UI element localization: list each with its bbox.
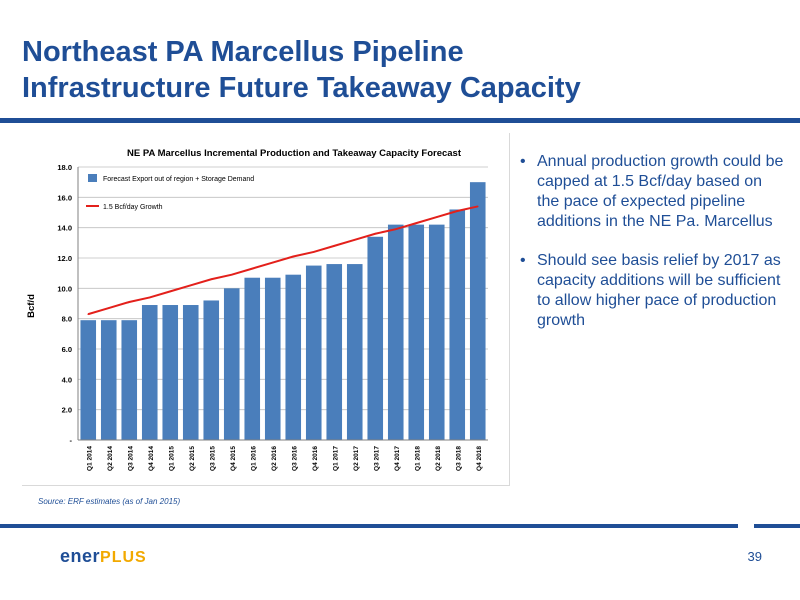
x-tick-label: Q2 2014 bbox=[107, 446, 114, 471]
bar bbox=[264, 277, 281, 440]
y-tick-label: 8.0 bbox=[62, 315, 72, 324]
chart-container: - 2.0 4.0 6.0 8.0 10.0 12.0 14.0 16.0 18.0 Q1 2014… bbox=[22, 133, 510, 486]
bar bbox=[141, 305, 158, 440]
y-tick-label: 18.0 bbox=[57, 163, 72, 172]
slide-title: Northeast PA Marcellus Pipeline Infrastr… bbox=[22, 34, 782, 106]
growth-series-line bbox=[87, 205, 478, 316]
growth-point bbox=[476, 205, 479, 208]
chart-title: NE PA Marcellus Incremental Production a… bbox=[127, 148, 462, 159]
x-tick-label: Q1 2014 bbox=[86, 446, 93, 471]
enerplus-logo: enerPLUS bbox=[60, 546, 147, 567]
x-tick-label: Q2 2018 bbox=[435, 446, 442, 471]
x-tick-label: Q3 2018 bbox=[455, 446, 462, 471]
bar bbox=[408, 224, 425, 440]
bar bbox=[305, 265, 322, 440]
page-number: 39 bbox=[747, 549, 762, 564]
bar bbox=[285, 274, 302, 440]
y-tick-label: 12.0 bbox=[57, 254, 72, 263]
growth-point bbox=[271, 261, 274, 264]
bar bbox=[469, 182, 486, 440]
y-tick-label: 14.0 bbox=[57, 224, 72, 233]
production-takeaway-chart: - 2.0 4.0 6.0 8.0 10.0 12.0 14.0 16.0 18.0 Q1 2014… bbox=[26, 148, 488, 471]
x-tick-label: Q4 2016 bbox=[312, 446, 319, 471]
bar bbox=[223, 288, 240, 440]
growth-point bbox=[312, 251, 315, 253]
footer-divider bbox=[0, 524, 738, 528]
x-tick-label: Q4 2014 bbox=[148, 446, 155, 471]
slide-title-line-2: Infrastructure Future Takeaway Capacity bbox=[22, 72, 581, 104]
growth-point bbox=[210, 278, 213, 281]
bar bbox=[346, 264, 363, 440]
bar bbox=[387, 224, 404, 440]
x-tick-label: Q4 2017 bbox=[394, 446, 401, 471]
y-axis-label: Bcf/d bbox=[26, 294, 37, 318]
y-tick-label: 10.0 bbox=[57, 284, 72, 293]
bar bbox=[326, 264, 343, 440]
bullet-list: Annual production growth could be capped… bbox=[520, 152, 788, 350]
bar bbox=[244, 277, 261, 440]
bar bbox=[121, 320, 138, 440]
x-tick-label: Q2 2015 bbox=[189, 446, 196, 471]
x-tick-label: Q4 2015 bbox=[230, 446, 237, 471]
growth-point bbox=[251, 267, 254, 270]
growth-point bbox=[189, 284, 192, 287]
slide-title-line-1: Northeast PA Marcellus Pipeline bbox=[22, 36, 464, 68]
footer-divider-right bbox=[754, 524, 800, 528]
x-tick-label: Q3 2014 bbox=[127, 446, 134, 471]
x-tick-label: Q3 2016 bbox=[291, 446, 298, 471]
chart-source-note: Source: ERF estimates (as of Jan 2015) bbox=[38, 497, 181, 506]
x-tick-label: Q3 2015 bbox=[209, 446, 216, 471]
x-tick-label: Q1 2018 bbox=[414, 446, 421, 471]
legend-label-line: 1.5 Bcf/day Growth bbox=[103, 204, 163, 211]
x-tick-label: Q1 2017 bbox=[332, 446, 339, 471]
bar bbox=[100, 320, 117, 440]
bar bbox=[80, 320, 97, 440]
bar bbox=[162, 305, 179, 440]
y-tick-label: 16.0 bbox=[57, 193, 72, 202]
x-tick-label: Q2 2017 bbox=[353, 446, 360, 471]
bullet-item: Should see basis relief by 2017 as capac… bbox=[520, 251, 788, 331]
growth-point bbox=[435, 216, 438, 218]
logo-text-main: ener bbox=[60, 546, 101, 566]
growth-point bbox=[87, 313, 90, 315]
growth-point bbox=[374, 232, 377, 235]
growth-point bbox=[456, 210, 459, 212]
bar bbox=[182, 305, 199, 440]
x-tick-label: Q3 2017 bbox=[373, 446, 380, 471]
growth-point bbox=[292, 255, 295, 258]
legend-swatch-bar bbox=[88, 174, 97, 182]
bullet-item: Annual production growth could be capped… bbox=[520, 152, 788, 232]
y-tick-label: - bbox=[70, 436, 73, 445]
logo-text-plus: PLUS bbox=[100, 549, 147, 566]
growth-point bbox=[333, 245, 336, 247]
x-tick-label: Q1 2015 bbox=[168, 446, 175, 471]
growth-point bbox=[107, 307, 110, 309]
bar bbox=[203, 300, 220, 440]
x-tick-label: Q2 2016 bbox=[271, 446, 278, 471]
title-divider bbox=[0, 118, 800, 123]
growth-point bbox=[128, 301, 131, 303]
x-tick-label: Q1 2016 bbox=[250, 446, 257, 471]
y-tick-label: 4.0 bbox=[62, 375, 72, 384]
y-tick-label: 6.0 bbox=[62, 345, 72, 354]
bar bbox=[449, 209, 466, 440]
growth-point bbox=[353, 239, 356, 241]
growth-point bbox=[169, 290, 172, 293]
growth-point bbox=[148, 296, 151, 299]
growth-point bbox=[230, 273, 233, 276]
legend-label-bar: Forecast Export out of region + Storage … bbox=[103, 176, 254, 183]
growth-point bbox=[394, 228, 397, 230]
y-tick-label: 2.0 bbox=[62, 406, 72, 415]
growth-point bbox=[415, 222, 418, 224]
bar bbox=[428, 224, 445, 440]
bar bbox=[367, 236, 384, 440]
x-tick-label: Q4 2018 bbox=[476, 446, 483, 471]
